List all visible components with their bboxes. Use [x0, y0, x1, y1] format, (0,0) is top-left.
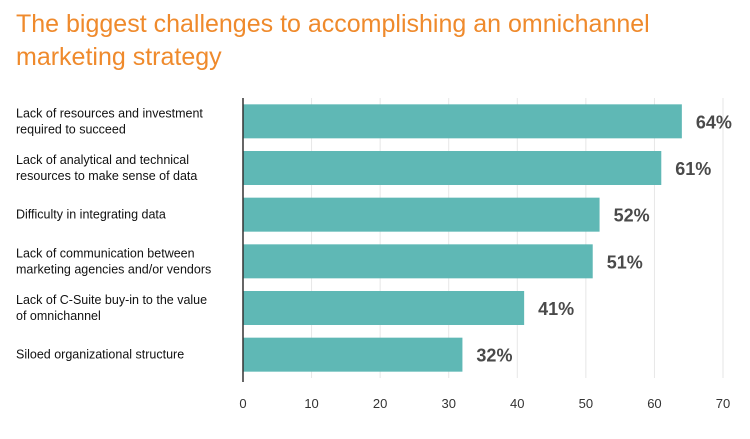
value-label-3: 51%	[607, 252, 643, 272]
category-label-5: Siloed organizational structure	[16, 348, 184, 362]
bar-0	[243, 104, 682, 139]
x-tick-label-20: 20	[373, 396, 387, 411]
chart-title: The biggest challenges to accomplishing …	[16, 10, 650, 71]
x-tick-label-50: 50	[579, 396, 593, 411]
category-label-4: Lack of C-Suite buy-in to the value of om…	[16, 293, 207, 323]
x-tick-label-0: 0	[239, 396, 246, 411]
x-tick-label-60: 60	[647, 396, 661, 411]
bar-4	[243, 291, 525, 325]
x-tick-label-10: 10	[304, 396, 318, 411]
x-tick-label-40: 40	[510, 396, 524, 411]
category-label-1: Lack of analytical and technical resource…	[16, 153, 197, 183]
value-label-4: 41%	[538, 299, 574, 319]
value-label-1: 61%	[675, 159, 711, 179]
bar-2	[243, 197, 600, 232]
value-label-5: 32%	[476, 346, 512, 366]
category-label-3: Lack of communication between marketing a…	[16, 246, 211, 276]
x-tick-label-30: 30	[441, 396, 455, 411]
bar-5	[243, 337, 463, 372]
value-label-2: 52%	[614, 206, 650, 226]
value-label-0: 64%	[696, 112, 732, 132]
x-tick-label-70: 70	[716, 396, 730, 411]
x-axis-ticks: 0 10 20 30 40 50 60 70	[239, 396, 730, 411]
bar-1	[243, 151, 662, 185]
gridlines	[311, 98, 724, 378]
bar-3	[243, 244, 593, 279]
category-label-0: Lack of resources and investment required…	[16, 106, 203, 136]
category-label-2: Difficulty in integrating data	[16, 208, 166, 222]
bars	[243, 104, 682, 372]
value-labels: 64% 61% 52% 51% 41% 32%	[476, 112, 731, 365]
category-labels: Lack of resources and investment required…	[16, 106, 211, 361]
